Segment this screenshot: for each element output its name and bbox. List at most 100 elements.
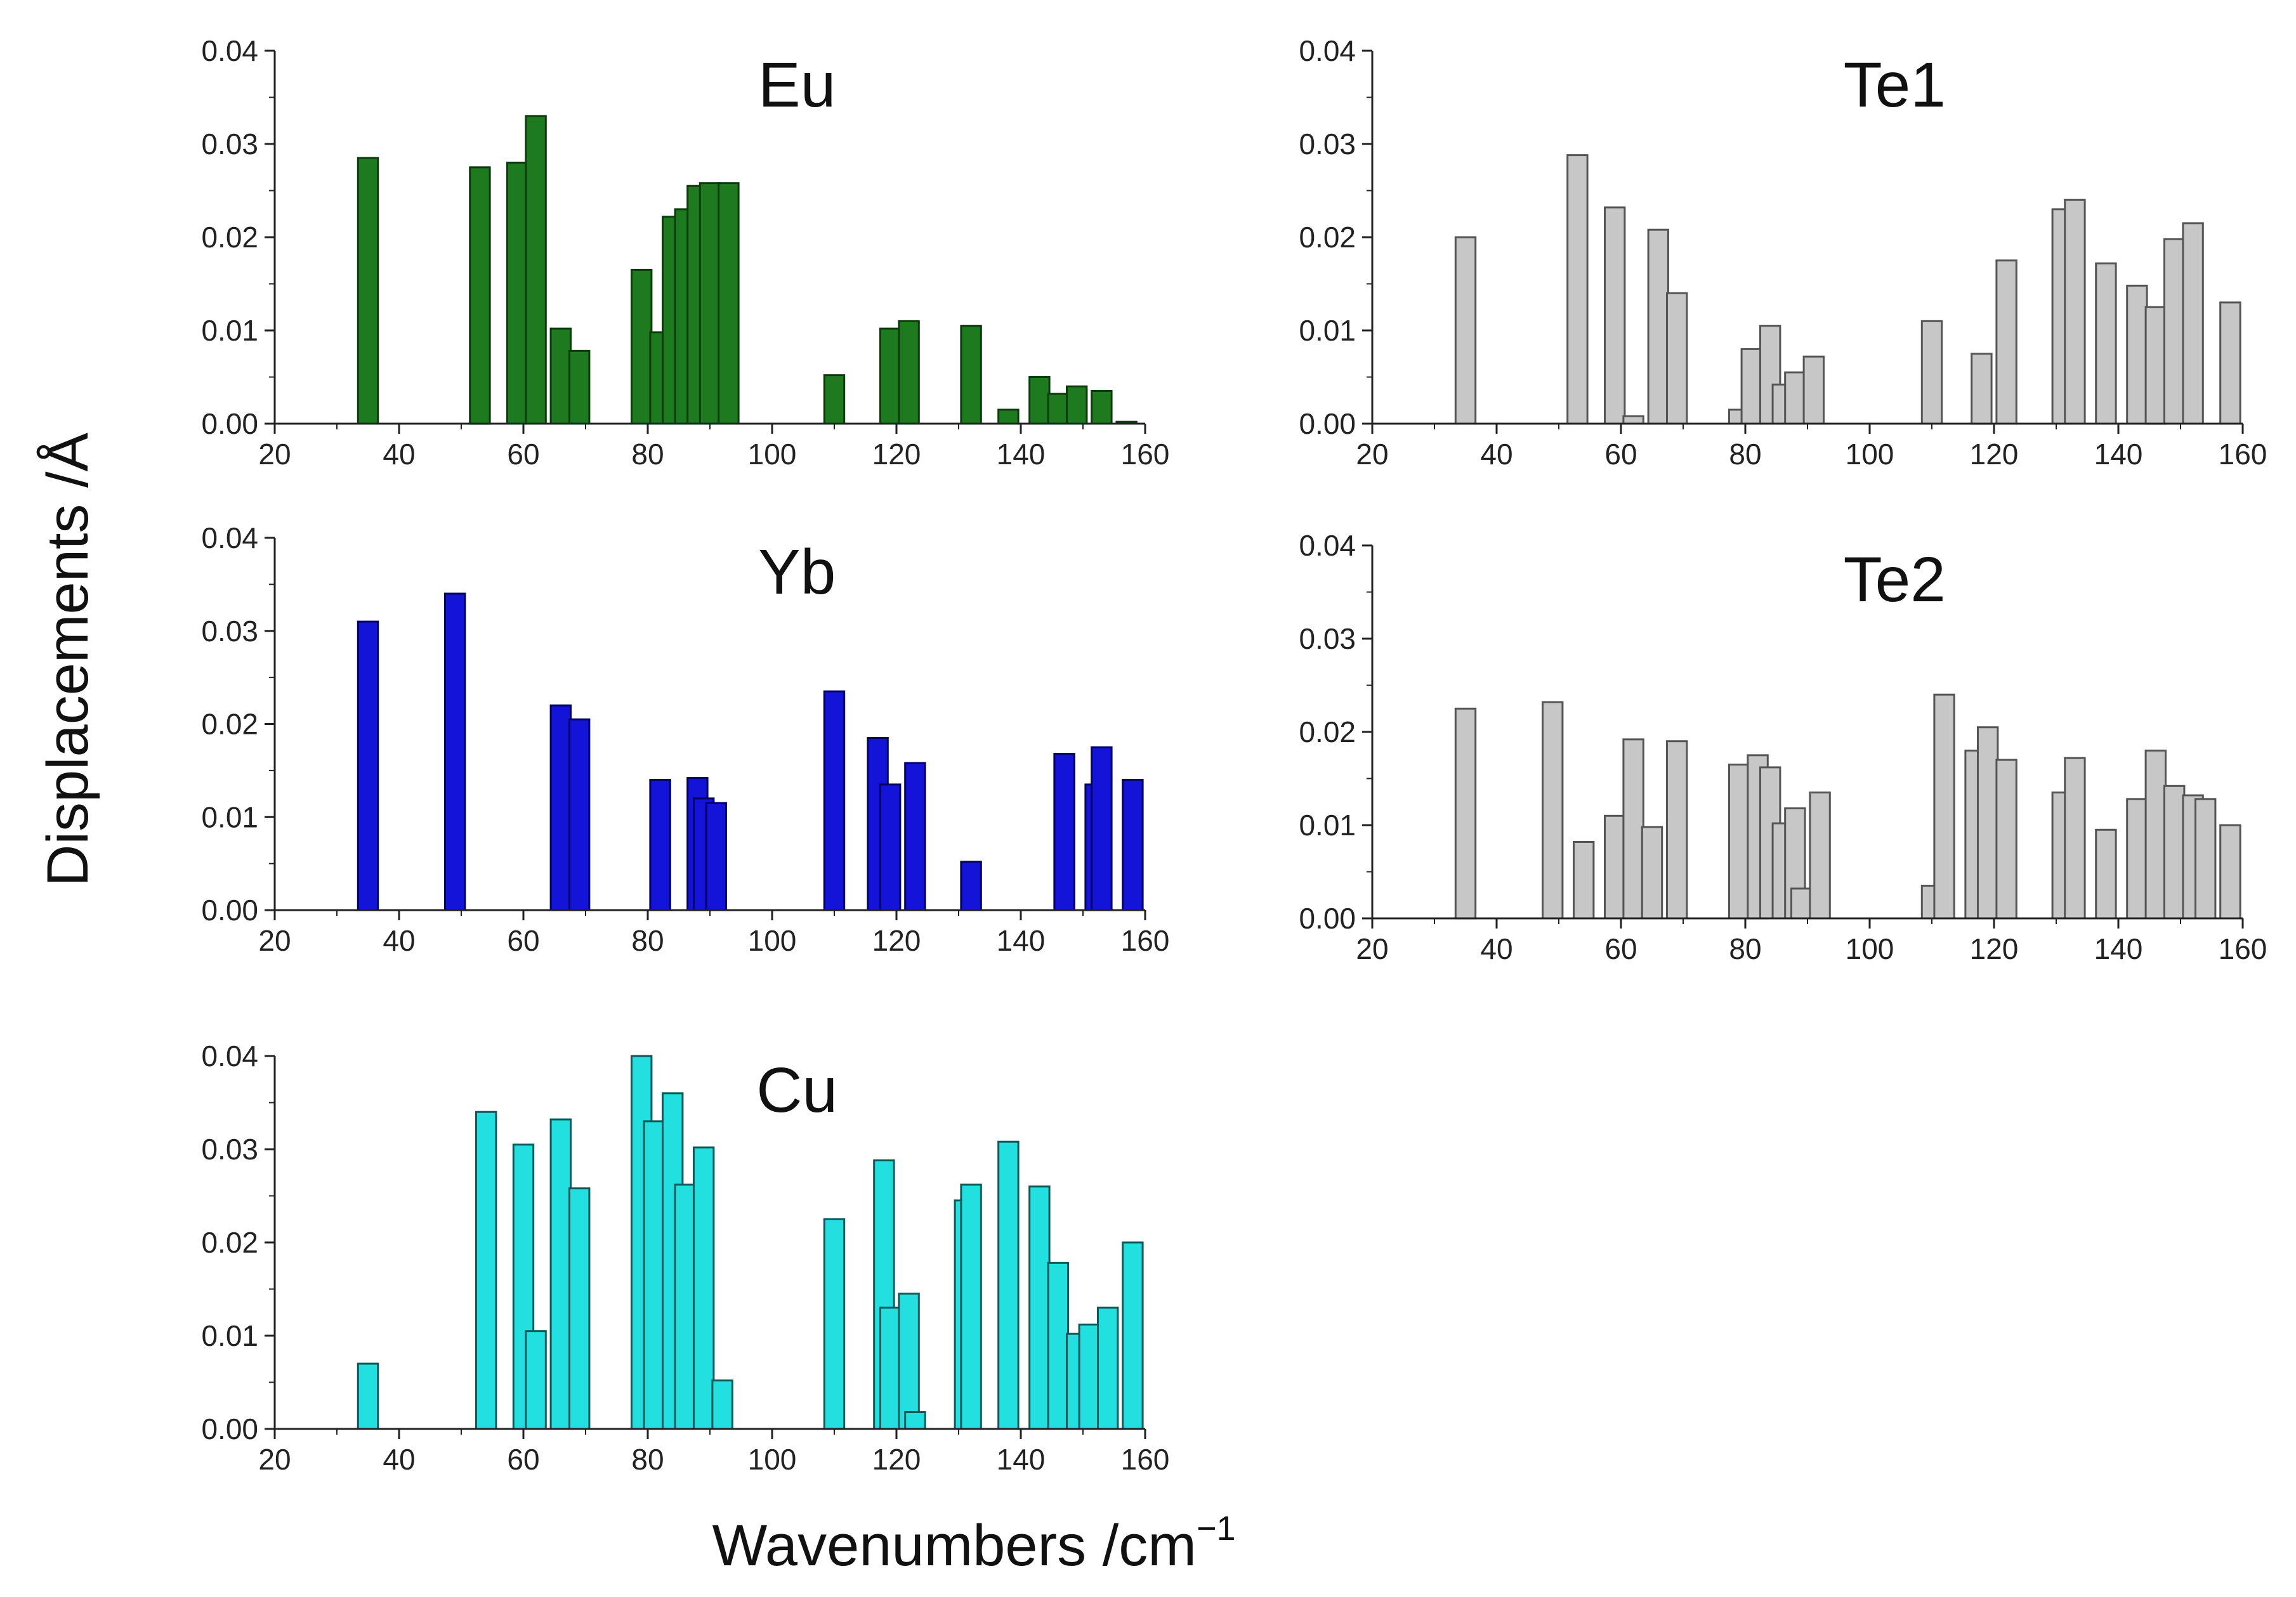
ytick-label-cu-3: 0.03: [201, 1133, 258, 1166]
xtick-label-eu-4: 100: [748, 438, 797, 471]
panel-title-te1: Te1: [1844, 49, 1946, 121]
bar-te2-1: [1542, 701, 1564, 920]
bar-te2-23: [2144, 749, 2167, 920]
bar-te1-16: [2064, 199, 2086, 425]
bar-cu-15: [898, 1293, 920, 1430]
bar-te2-13: [1809, 792, 1831, 920]
ytick-label-te2-0: 0.00: [1299, 902, 1356, 935]
xtick-label-te1-4: 100: [1846, 438, 1894, 471]
bar-eu-0: [357, 157, 379, 425]
xtick-label-cu-4: 100: [748, 1443, 797, 1476]
bar-te1-7: [1740, 348, 1763, 425]
bar-te1-13: [1971, 353, 1993, 425]
xtick-label-eu-1: 40: [383, 438, 415, 471]
bar-te2-4: [1622, 738, 1644, 920]
bar-te2-6: [1666, 740, 1688, 920]
bar-eu-2: [506, 161, 528, 425]
xtick-label-cu-5: 120: [872, 1443, 921, 1476]
xtick-label-yb-5: 120: [872, 924, 921, 957]
bar-te1-3: [1622, 415, 1644, 425]
bar-te1-21: [2182, 222, 2204, 425]
panel-yb: 20 40 60 80 100 120 140 160 0.00 0.01 0.02 0.03 0.04…: [201, 521, 1169, 957]
bar-cu-10: [693, 1146, 715, 1430]
bar-te1-14: [1995, 259, 2017, 425]
bar-cu-20: [1028, 1185, 1051, 1430]
bar-te1-0: [1454, 236, 1477, 425]
bar-te1-4: [1647, 228, 1670, 425]
xtick-label-te1-6: 140: [2094, 438, 2143, 471]
xtick-label-te1-3: 80: [1729, 438, 1761, 471]
xtick-label-cu-2: 60: [507, 1443, 539, 1476]
xtick-label-eu-5: 120: [872, 438, 921, 471]
bar-cu-19: [997, 1140, 1020, 1430]
bar-te1-18: [2126, 284, 2148, 425]
x-axis-label-main: Wavenumbers /cm: [712, 1513, 1196, 1578]
xtick-label-te2-3: 80: [1729, 932, 1761, 965]
xtick-label-te2-6: 140: [2094, 932, 2143, 965]
bar-te1-11: [1802, 355, 1825, 425]
bar-te2-17: [1977, 726, 1999, 920]
ytick-label-te1-4: 0.04: [1299, 34, 1356, 67]
ytick-label-te1-2: 0.02: [1299, 221, 1356, 254]
bar-te2-0: [1454, 707, 1477, 920]
x-axis-label: Wavenumbers /cm−1: [712, 1509, 1235, 1578]
bar-yb-8: [823, 690, 846, 911]
bar-eu-15: [898, 320, 920, 425]
bar-cu-3: [525, 1330, 547, 1430]
bar-te1-20: [2163, 238, 2186, 425]
bar-yb-11: [904, 762, 926, 911]
panel-te2: 20 40 60 80 100 120 140 160 0.00 0.01 0.02 0.03 0.04…: [1299, 529, 2267, 965]
bar-te1-1: [1566, 154, 1589, 425]
ytick-label-eu-1: 0.01: [201, 314, 258, 347]
bar-cu-18: [960, 1183, 982, 1430]
ytick-label-eu-2: 0.02: [201, 221, 258, 254]
xtick-label-te1-7: 160: [2219, 438, 2267, 471]
bar-cu-24: [1097, 1307, 1119, 1430]
xtick-label-eu-0: 20: [258, 438, 291, 471]
bar-eu-18: [1028, 376, 1051, 425]
bar-yb-12: [960, 861, 982, 911]
bar-te2-12: [1790, 887, 1813, 920]
bar-yb-2: [549, 704, 572, 911]
bar-cu-14: [879, 1307, 902, 1430]
bar-te1-17: [2095, 262, 2117, 425]
xtick-label-te1-0: 20: [1356, 438, 1388, 471]
xtick-label-cu-6: 140: [997, 1443, 1046, 1476]
xtick-label-yb-0: 20: [258, 924, 291, 957]
bar-yb-4: [649, 779, 671, 911]
bar-te2-27: [2219, 824, 2241, 920]
ytick-label-yb-1: 0.01: [201, 800, 258, 833]
xtick-label-eu-6: 140: [997, 438, 1046, 471]
bar-eu-11: [699, 182, 721, 425]
ytick-label-yb-4: 0.04: [201, 521, 258, 554]
ytick-label-yb-2: 0.02: [201, 708, 258, 741]
bar-eu-14: [879, 327, 902, 425]
xtick-label-cu-1: 40: [383, 1443, 415, 1476]
bar-eu-1: [469, 166, 491, 425]
xtick-label-te2-7: 160: [2219, 932, 2267, 965]
bar-eu-16: [960, 325, 982, 425]
xtick-label-yb-6: 140: [997, 924, 1046, 957]
ytick-label-yb-3: 0.03: [201, 615, 258, 648]
bar-te1-10: [1784, 371, 1806, 425]
ytick-label-te2-1: 0.01: [1299, 809, 1356, 842]
bar-te2-7: [1728, 764, 1750, 920]
ytick-label-te2-4: 0.04: [1299, 529, 1356, 562]
bar-cu-0: [357, 1362, 379, 1430]
bar-te1-22: [2219, 301, 2241, 425]
bar-te2-2: [1573, 841, 1595, 920]
ytick-label-te1-0: 0.00: [1299, 407, 1356, 440]
bar-cu-16: [904, 1411, 926, 1430]
ytick-label-eu-3: 0.03: [201, 127, 258, 160]
bar-te2-18: [1995, 759, 2017, 920]
xtick-label-te2-1: 40: [1480, 932, 1512, 965]
xtick-label-te1-2: 60: [1604, 438, 1637, 471]
bar-cu-12: [823, 1218, 846, 1430]
ytick-label-cu-4: 0.04: [201, 1040, 258, 1072]
ytick-label-te1-1: 0.01: [1299, 314, 1356, 347]
xtick-label-eu-7: 160: [1121, 438, 1170, 471]
x-axis-label-sup: −1: [1197, 1509, 1236, 1548]
bar-cu-1: [475, 1111, 497, 1430]
bar-eu-5: [568, 349, 591, 425]
